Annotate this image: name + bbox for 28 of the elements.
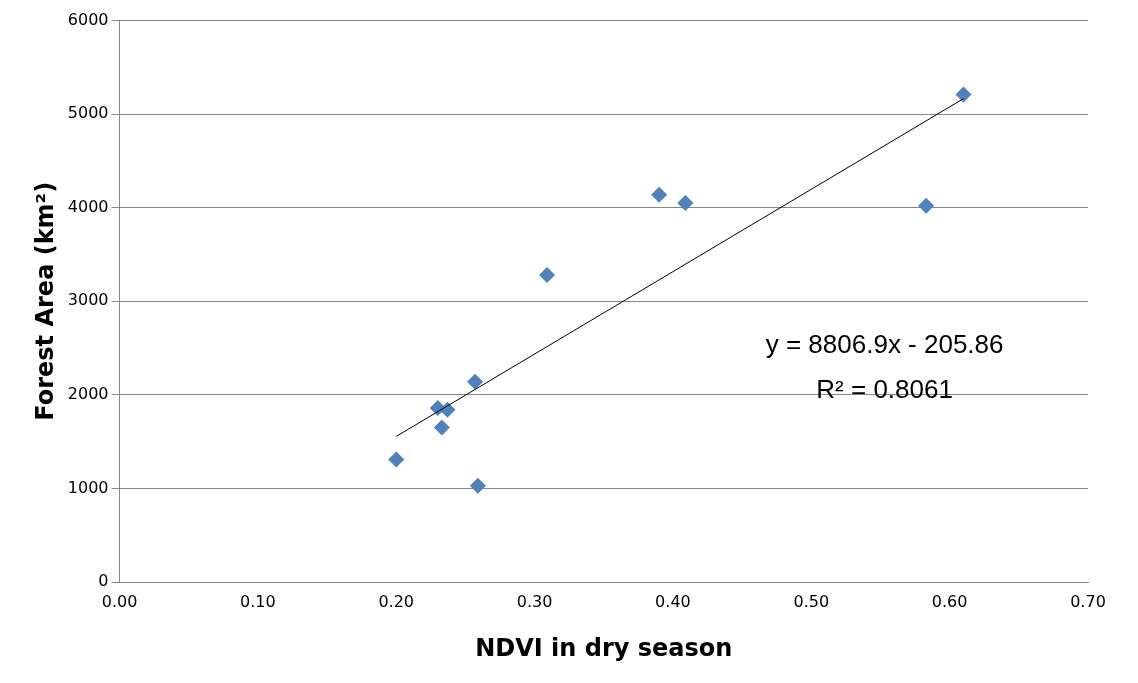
point — [651, 186, 668, 203]
x-tick-label: 0.10 — [240, 591, 276, 611]
x-tick-label: 0.30 — [516, 591, 553, 611]
x-tick-label: 0.00 — [101, 591, 138, 611]
point — [955, 86, 972, 103]
y-tick-label: 5000 — [67, 103, 109, 123]
point — [433, 419, 450, 436]
point — [469, 477, 486, 494]
point — [677, 195, 694, 212]
x-tick-label: 0.60 — [931, 591, 968, 611]
x-tick-label: 0.50 — [793, 591, 830, 611]
x-axis-title: NDVI in dry season — [475, 633, 733, 662]
x-tick-label: 0.70 — [1070, 591, 1106, 611]
annotation: y = 8806.9x - 205.86 — [765, 329, 1004, 360]
y-tick-label: 2000 — [67, 384, 109, 404]
y-axis-title: Forest Area (km²) — [30, 181, 59, 421]
point — [918, 197, 935, 214]
y-tick-label: 4000 — [67, 196, 109, 216]
y-tick-label: 0 — [98, 571, 109, 591]
point — [467, 373, 484, 390]
y-tick-label: 1000 — [67, 477, 109, 497]
y-tick-label: 3000 — [67, 290, 109, 310]
annotation: R² = 0.8061 — [816, 374, 953, 405]
x-tick-label: 0.40 — [655, 591, 691, 611]
point — [388, 451, 405, 468]
x-tick-label: 0.20 — [378, 591, 415, 611]
y-tick-label: 6000 — [67, 9, 109, 29]
point — [539, 267, 556, 284]
